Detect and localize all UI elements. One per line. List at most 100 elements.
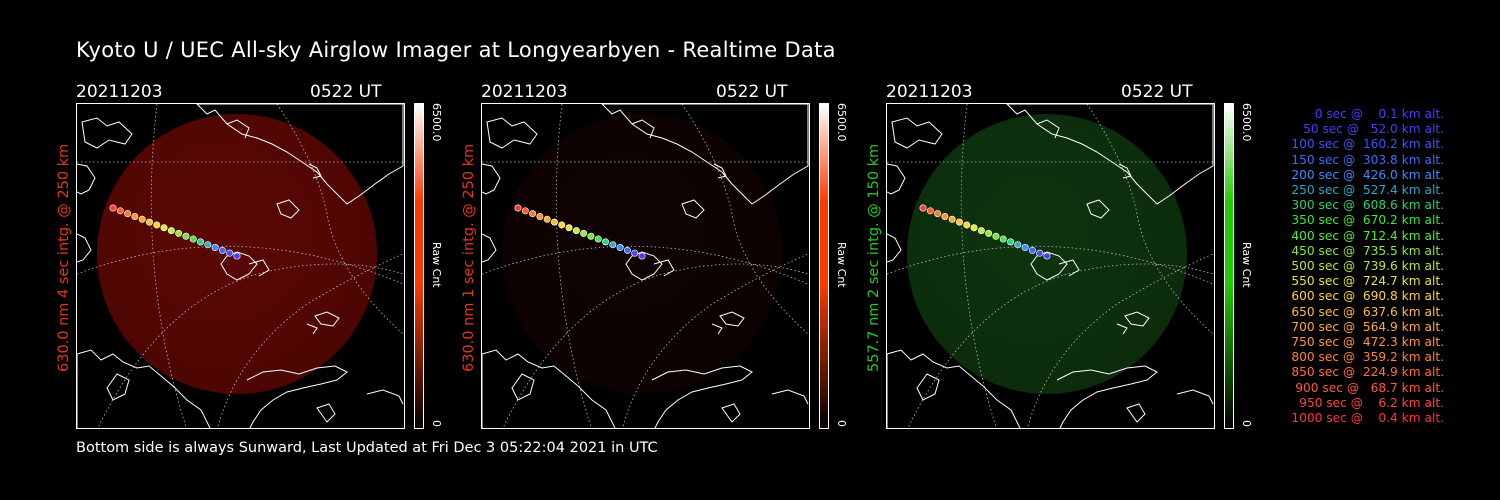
legend-entry: 1000 sec @ 0.4 km alt. bbox=[1291, 411, 1444, 426]
panel-3-colorbar bbox=[1224, 103, 1234, 429]
trajectory-point bbox=[550, 218, 558, 226]
coastline bbox=[77, 233, 92, 263]
trajectory-point bbox=[587, 232, 595, 240]
panel-2-colorbar-max: 6500.0 bbox=[835, 103, 848, 142]
trajectory-point bbox=[594, 235, 602, 243]
trajectory-point bbox=[167, 227, 175, 235]
trajectory-point bbox=[145, 218, 153, 226]
trajectory-legend: 0 sec @ 0.1 km alt. 50 sec @ 52.0 km alt.… bbox=[1262, 107, 1444, 426]
trajectory-point bbox=[638, 252, 646, 260]
trajectory-point bbox=[521, 207, 529, 215]
trajectory-point bbox=[580, 229, 588, 237]
legend-entry: 300 sec @ 608.6 km alt. bbox=[1291, 198, 1444, 213]
panel-2-allsky-image bbox=[481, 103, 810, 429]
trajectory-point bbox=[197, 238, 205, 246]
panel-2-colorbar bbox=[819, 103, 829, 429]
legend-entry: 550 sec @ 724.7 km alt. bbox=[1291, 274, 1444, 289]
coastline bbox=[771, 389, 809, 405]
legend-entry: 450 sec @ 735.5 km alt. bbox=[1291, 243, 1444, 258]
coastline bbox=[226, 119, 250, 139]
panel-2-channel-label: 630.0 nm 1 sec intg. @ 250 km bbox=[461, 143, 477, 372]
panel-3-channel-label: 557.7 nm 2 sec intg. @ 150 km bbox=[866, 143, 882, 372]
grid-line bbox=[960, 104, 997, 428]
coastline bbox=[106, 373, 130, 401]
trajectory-point bbox=[919, 204, 927, 212]
coastline bbox=[653, 259, 675, 277]
trajectory-point bbox=[616, 244, 624, 252]
panel-1-colorbar-min: 0 bbox=[430, 420, 443, 427]
legend-entry: 0 sec @ 0.1 km alt. bbox=[1314, 107, 1444, 121]
trajectory-point bbox=[189, 235, 197, 243]
coastline bbox=[1030, 251, 1068, 281]
trajectory-point bbox=[602, 238, 610, 246]
coastline bbox=[248, 259, 270, 277]
page-title: Kyoto U / UEC All-sky Airglow Imager at … bbox=[76, 38, 836, 62]
panel-map bbox=[77, 104, 404, 428]
panel-3-colorbar-max: 6500.0 bbox=[1240, 103, 1253, 142]
coastline bbox=[77, 163, 96, 195]
trajectory-point bbox=[565, 224, 573, 232]
coastline bbox=[891, 117, 943, 149]
panel-3-time: 0522 UT bbox=[1121, 82, 1193, 102]
trajectory-point bbox=[204, 241, 212, 249]
legend-entry: 850 sec @ 224.9 km alt. bbox=[1291, 365, 1444, 380]
trajectory-point bbox=[226, 249, 234, 257]
coastline bbox=[276, 199, 300, 219]
panel-1-colorbar-max: 6500.0 bbox=[430, 103, 443, 142]
legend-entry: 900 sec @ 68.7 km alt. bbox=[1295, 380, 1444, 395]
coastline bbox=[1124, 311, 1150, 327]
footer-status: Bottom side is always Sunward, Last Upda… bbox=[76, 440, 658, 456]
trajectory-point bbox=[1021, 244, 1029, 252]
trajectory-point bbox=[536, 212, 544, 220]
panel-3-colorbar-min: 0 bbox=[1240, 420, 1253, 427]
legend-entry: 200 sec @ 426.0 km alt. bbox=[1291, 167, 1444, 182]
trajectory-point bbox=[955, 218, 963, 226]
coastline bbox=[306, 323, 318, 335]
panel-3-allsky-image bbox=[886, 103, 1215, 429]
coastline bbox=[246, 365, 348, 428]
trajectory-point bbox=[948, 215, 956, 223]
coastline bbox=[887, 233, 902, 263]
trajectory-point bbox=[572, 227, 580, 235]
legend-entry: 100 sec @ 160.2 km alt. bbox=[1291, 137, 1444, 152]
trajectory-point bbox=[124, 210, 132, 218]
trajectory-point bbox=[175, 229, 183, 237]
coastline bbox=[721, 403, 741, 423]
trajectory-point bbox=[1007, 238, 1015, 246]
trajectory-point bbox=[153, 221, 161, 229]
coastline bbox=[314, 311, 340, 327]
grid-line bbox=[1086, 104, 1214, 335]
trajectory-point bbox=[160, 224, 168, 232]
coastline bbox=[220, 251, 258, 281]
panel-1-date: 20211203 bbox=[76, 82, 163, 102]
coastline bbox=[1116, 323, 1128, 335]
legend-entry: 400 sec @ 712.4 km alt. bbox=[1291, 228, 1444, 243]
coastline bbox=[681, 199, 705, 219]
legend-entry: 800 sec @ 359.2 km alt. bbox=[1291, 350, 1444, 365]
legend-entry: 650 sec @ 637.6 km alt. bbox=[1291, 304, 1444, 319]
coastline bbox=[625, 251, 663, 281]
trajectory-point bbox=[609, 241, 617, 249]
legend-entry: 700 sec @ 564.9 km alt. bbox=[1291, 319, 1444, 334]
panel-1-time: 0522 UT bbox=[310, 82, 382, 102]
trajectory-point bbox=[218, 246, 226, 254]
coastline bbox=[77, 349, 211, 428]
trajectory-point bbox=[631, 249, 639, 257]
coastline bbox=[308, 163, 322, 179]
panel-2-colorbar-label: Raw Cnt bbox=[835, 242, 848, 288]
trajectory-point bbox=[529, 210, 537, 218]
coastline bbox=[1058, 259, 1080, 277]
panel-1-channel-label: 630.0 nm 4 sec intg. @ 250 km bbox=[56, 143, 72, 372]
coastline bbox=[486, 117, 538, 149]
trajectory-point bbox=[233, 252, 241, 260]
coastline bbox=[482, 349, 616, 428]
legend-entry: 50 sec @ 52.0 km alt. bbox=[1303, 122, 1444, 137]
coastline bbox=[1176, 389, 1214, 405]
coastline bbox=[711, 323, 723, 335]
coastline bbox=[482, 163, 501, 195]
trajectory-point bbox=[963, 221, 971, 229]
coastline bbox=[1056, 365, 1158, 428]
coastline bbox=[887, 163, 906, 195]
trajectory-point bbox=[623, 246, 631, 254]
trajectory-point bbox=[138, 215, 146, 223]
